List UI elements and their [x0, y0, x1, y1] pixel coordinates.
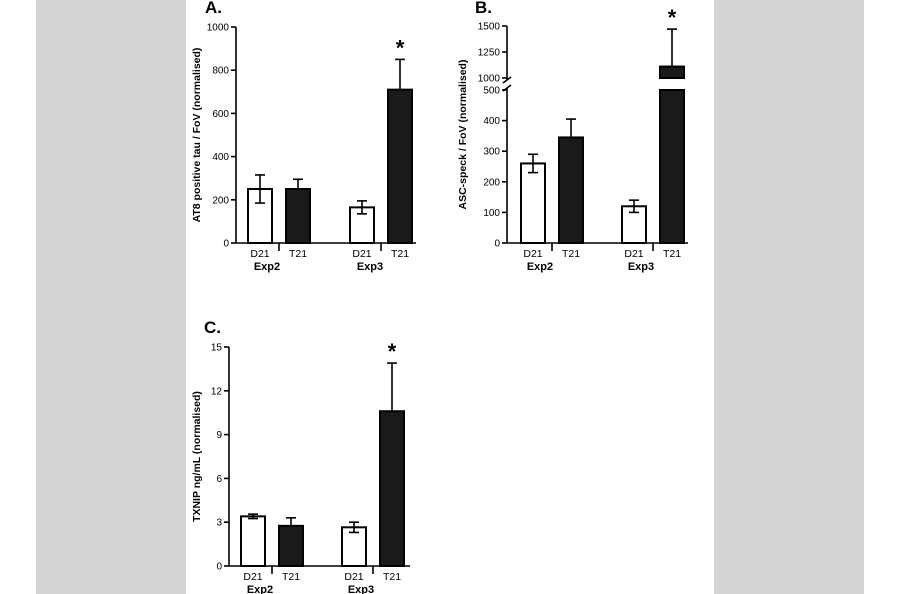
y-tick-label: 1000: [478, 74, 501, 85]
axis-break-mark: [502, 76, 512, 84]
x-tick-label: D21: [624, 248, 643, 260]
group-label-exp2: Exp2: [254, 261, 280, 273]
panel-label-b: B.: [475, 0, 492, 17]
y-tick-label: 1250: [478, 48, 501, 59]
significance-marker: *: [668, 5, 677, 30]
y-tick-label: 12: [211, 386, 223, 397]
x-tick-label: D21: [250, 248, 269, 260]
y-axis-label: TXNIP ng/mL (normalised): [191, 391, 203, 522]
bar-exp2-d21: [520, 162, 546, 244]
bar-exp2-t21: [278, 524, 304, 567]
y-axis-label: ASC-speck / FoV (normalised): [457, 60, 469, 210]
group-label-exp3: Exp3: [357, 261, 383, 273]
x-tick-label: D21: [243, 571, 262, 583]
bar-exp2-t21: [558, 136, 584, 244]
group-label-exp3: Exp3: [348, 584, 374, 594]
y-axis-label: AT8 positive tau / FoV (normalised): [191, 48, 203, 223]
x-tick-label: D21: [352, 248, 371, 260]
y-tick-label: 300: [483, 147, 500, 158]
y-tick-label: 100: [483, 208, 500, 219]
x-tick-label: T21: [663, 248, 681, 260]
significance-marker: *: [388, 339, 397, 364]
y-tick-label: 400: [483, 116, 500, 127]
panel-label-a: A.: [205, 0, 222, 17]
y-tick-label: 0: [223, 239, 229, 250]
panel-a: A. AT8 positive tau / FoV (normalised) 0 20…: [191, 0, 416, 273]
y-tick-label: 500: [483, 86, 500, 97]
panel-b: B. ASC-speck / FoV (normalised) 0 100 200 300…: [457, 0, 688, 273]
bar-exp3-t21-upper: [659, 65, 685, 79]
y-tick-label: 0: [216, 562, 222, 573]
x-tick-label: D21: [523, 248, 542, 260]
x-tick-label: T21: [562, 248, 580, 260]
bar-exp3-t21: [379, 410, 405, 567]
x-tick-label: T21: [289, 248, 307, 260]
y-tick-label: 1000: [207, 23, 230, 34]
y-tick-label: 0: [494, 239, 500, 250]
y-tick-label: 200: [483, 177, 500, 188]
bar-exp3-t21-lower: [659, 89, 685, 244]
group-label-exp2: Exp2: [247, 584, 273, 594]
y-tick-label: 9: [216, 430, 222, 441]
group-label-exp3: Exp3: [628, 261, 654, 273]
x-tick-label: T21: [391, 248, 409, 260]
y-tick-label: 400: [212, 152, 229, 163]
y-tick-label: 600: [212, 109, 229, 120]
x-tick-label: T21: [383, 571, 401, 583]
panel-label-c: C.: [204, 318, 221, 337]
y-tick-label: 3: [216, 518, 222, 529]
bar-exp2-d21: [247, 188, 273, 244]
y-tick-label: 800: [212, 66, 229, 77]
right-margin-panel: [714, 0, 864, 594]
y-tick-label: 15: [211, 343, 223, 354]
group-label-exp2: Exp2: [527, 261, 553, 273]
bar-exp3-t21: [387, 88, 413, 244]
y-tick-label: 1500: [478, 22, 501, 33]
bar-exp2-d21: [240, 515, 266, 567]
y-tick-label: 200: [212, 195, 229, 206]
bar-exp2-t21: [285, 188, 311, 244]
x-tick-label: D21: [344, 571, 363, 583]
y-tick-label: 6: [216, 474, 222, 485]
panel-c: C. TXNIP ng/mL (normalised) 0 3 6 9 12 15 D21 T21…: [191, 318, 410, 594]
left-margin-panel: [36, 0, 186, 594]
x-tick-label: T21: [282, 571, 300, 583]
significance-marker: *: [396, 35, 405, 60]
